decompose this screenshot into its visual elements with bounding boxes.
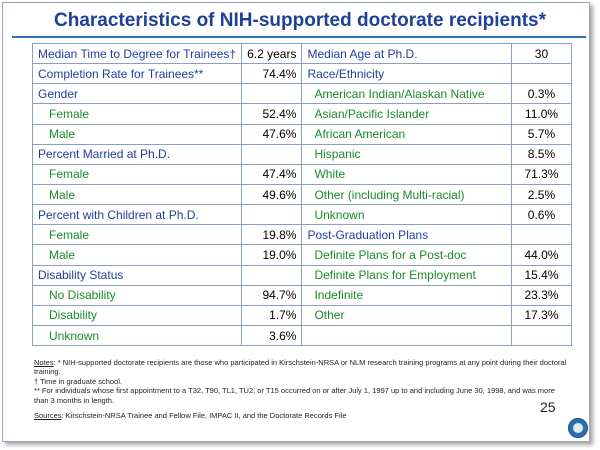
right-value: 15.4%: [510, 264, 573, 286]
notes-line-2: † Time in graduate school.: [34, 376, 122, 386]
table-row: Male 19.0% Definite Plans for a Post-doc 44…: [31, 244, 573, 266]
right-value: [510, 224, 573, 246]
page-title: Characteristics of NIH-supported doctora…: [54, 10, 546, 31]
right-value: 5.7%: [510, 123, 573, 145]
table-row: Percent with Children at Ph.D. Unknown 0.6…: [31, 204, 573, 226]
right-label: Indefinite: [301, 284, 512, 306]
left-label: No Disability: [31, 284, 243, 306]
table-row: Completion Rate for Trainees** 74.4% Race/…: [31, 63, 573, 85]
left-value: 74.4%: [241, 63, 303, 85]
left-label: Percent Married at Ph.D.: [31, 143, 243, 165]
right-value: 17.3%: [510, 304, 573, 326]
title-divider: [12, 36, 586, 38]
left-label: Male: [31, 123, 243, 145]
right-value: 11.0%: [510, 103, 573, 125]
right-value: 0.3%: [510, 83, 573, 105]
left-label: Disability: [31, 304, 243, 326]
table-row: Disability 1.7% Other 17.3%: [31, 304, 573, 326]
left-value: 19.0%: [241, 244, 303, 266]
notes-heading: Notes: [34, 358, 54, 367]
characteristics-table: Median Time to Degree for Trainees† 6.2 y…: [31, 42, 573, 347]
right-label: Hispanic: [301, 143, 512, 165]
nih-logo: [568, 418, 588, 438]
right-value: 2.5%: [510, 183, 573, 206]
table-row: No Disability 94.7% Indefinite 23.3%: [31, 284, 573, 306]
table-row: Female 47.4% White 71.3%: [31, 163, 573, 185]
right-label: Median Age at Ph.D.: [301, 42, 512, 65]
left-value: [241, 204, 303, 226]
table-row: Median Time to Degree for Trainees† 6.2 y…: [31, 42, 573, 65]
right-label: Other (including Multi-racial): [301, 183, 512, 206]
right-value: 23.3%: [510, 284, 573, 306]
notes-block: Notes: * NIH-supported doctorate recipie…: [34, 358, 569, 405]
left-value: 47.6%: [241, 123, 303, 145]
table-row: Unknown 3.6%: [31, 324, 573, 347]
page-number: 25: [540, 399, 556, 415]
left-value: 1.7%: [241, 304, 303, 326]
right-label: White: [301, 163, 512, 185]
right-value: [510, 63, 573, 85]
left-label: Percent with Children at Ph.D.: [31, 204, 243, 226]
notes-line-3: ** For individuals whose first appointme…: [34, 386, 555, 405]
left-label: Female: [31, 163, 243, 185]
right-label: Unknown: [301, 204, 512, 226]
right-value: [510, 324, 573, 347]
right-label: Definite Plans for a Post-doc: [301, 244, 512, 266]
left-value: 6.2 years: [241, 42, 303, 65]
notes-line-1: : * NIH-supported doctorate recipients a…: [34, 358, 567, 377]
right-value: 71.3%: [510, 163, 573, 185]
left-label: Female: [31, 103, 243, 125]
table-row: Gender American Indian/Alaskan Native 0.3%: [31, 83, 573, 105]
right-label: Post-Graduation Plans: [301, 224, 512, 246]
left-label: Female: [31, 224, 243, 246]
left-label: Median Time to Degree for Trainees†: [31, 42, 243, 65]
sources-text: : Kirschstein-NRSA Trainee and Fellow Fi…: [61, 411, 347, 420]
sources-block: Sources: Kirschstein-NRSA Trainee and Fe…: [34, 411, 347, 420]
left-label: Male: [31, 244, 243, 266]
right-label: Asian/Pacific Islander: [301, 103, 512, 125]
right-label: African American: [301, 123, 512, 145]
sources-heading: Sources: [34, 411, 62, 420]
right-value: 0.6%: [510, 204, 573, 226]
table-row: Disability Status Definite Plans for Empl…: [31, 264, 573, 286]
left-label: Male: [31, 183, 243, 206]
table-row: Female 19.8% Post-Graduation Plans: [31, 224, 573, 246]
table-row: Male 49.6% Other (including Multi-racial) 2…: [31, 183, 573, 206]
left-value: [241, 83, 303, 105]
right-label: Other: [301, 304, 512, 326]
left-label: Unknown: [31, 324, 243, 347]
table-row: Male 47.6% African American 5.7%: [31, 123, 573, 145]
left-value: 49.6%: [241, 183, 303, 206]
left-value: [241, 264, 303, 286]
left-value: 52.4%: [241, 103, 303, 125]
left-label: Gender: [31, 83, 243, 105]
left-label: Completion Rate for Trainees**: [31, 63, 243, 85]
left-value: 94.7%: [241, 284, 303, 306]
right-value: 8.5%: [510, 143, 573, 165]
right-label: Definite Plans for Employment: [301, 264, 512, 286]
left-value: [241, 143, 303, 165]
right-value: 44.0%: [510, 244, 573, 266]
right-value: 30: [510, 42, 573, 65]
right-label: American Indian/Alaskan Native: [301, 83, 512, 105]
right-label: Race/Ethnicity: [301, 63, 512, 85]
right-label: [301, 324, 512, 347]
left-value: 19.8%: [241, 224, 303, 246]
table-row: Female 52.4% Asian/Pacific Islander 11.0%: [31, 103, 573, 125]
table-row: Percent Married at Ph.D. Hispanic 8.5%: [31, 143, 573, 165]
left-label: Disability Status: [31, 264, 243, 286]
left-value: 47.4%: [241, 163, 303, 185]
left-value: 3.6%: [241, 324, 303, 347]
